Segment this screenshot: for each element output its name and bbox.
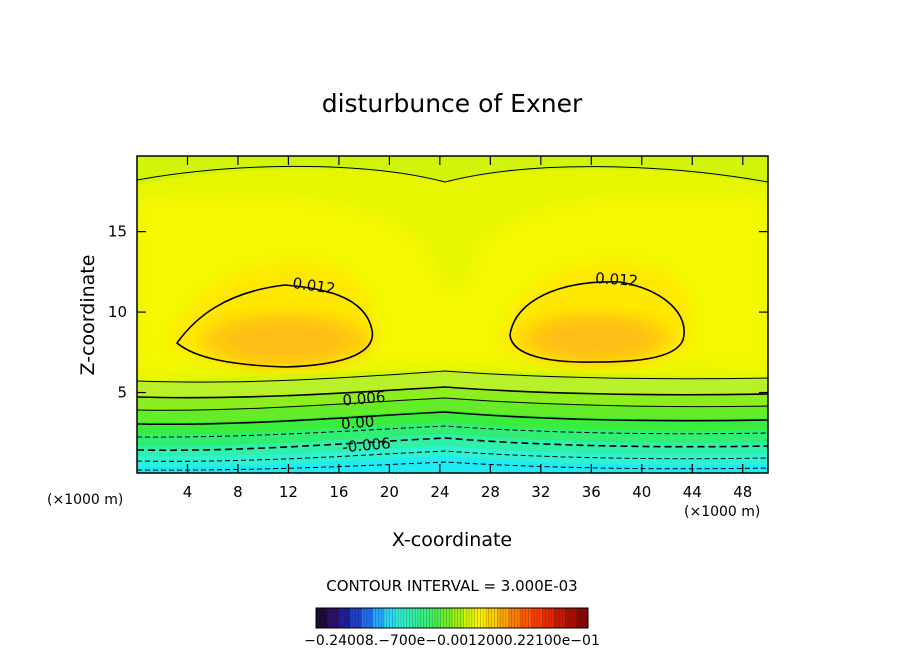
plot-frame: [136, 155, 769, 474]
y-tick-label: 10: [108, 303, 127, 321]
contour-line-0.00: [137, 411, 768, 426]
contour-label: 0.00: [340, 412, 375, 433]
x-tick-label: 44: [683, 483, 702, 501]
x-tick-label: 12: [279, 483, 298, 501]
contour-line-0.012-left: [175, 284, 374, 368]
colorbar-swatch: [542, 608, 555, 628]
contour-label: 0.012: [291, 274, 336, 298]
colorbar-swatch: [418, 608, 430, 628]
y-axis-ticks: 5 10 15: [108, 223, 768, 402]
colorbar-swatch: [350, 608, 362, 628]
contour-fill: [137, 156, 768, 473]
x-tick-label: 40: [632, 483, 651, 501]
contour-line-0.009: [137, 370, 768, 383]
contour-line-neg-0.003: [137, 425, 768, 438]
contour-line-0.012-right: [509, 281, 685, 363]
contour-line-0.006: [137, 386, 768, 399]
x-tick-label: 48: [733, 483, 752, 501]
y-tick-label: 5: [117, 384, 127, 402]
y-axis-title: Z-coordinate: [77, 255, 99, 376]
colorbar-frame: [315, 607, 589, 629]
colorbar-swatch: [452, 608, 464, 628]
colorbar-swatch: [576, 608, 589, 628]
x-tick-label: 8: [233, 483, 243, 501]
x-unit-label: (×1000 m): [684, 504, 760, 520]
x-tick-label: 20: [380, 483, 399, 501]
contour-line-top: [137, 165, 768, 183]
x-tick-label: 36: [582, 483, 601, 501]
colorbar-swatch: [316, 608, 328, 628]
colorbar-swatch: [486, 608, 498, 628]
colorbar: [315, 608, 589, 628]
contour-line-neg-0.006: [137, 437, 768, 452]
contour-line-0.003: [137, 397, 768, 411]
x-tick-label: 28: [481, 483, 500, 501]
contour-line-neg-0.009: [137, 450, 768, 462]
contour-label: 0.006: [342, 388, 386, 410]
colorbar-tick-labels: −0.24008.−700e−0.0012000.22100e−01: [304, 633, 600, 649]
x-tick-label: 16: [329, 483, 348, 501]
x-tick-label: 32: [531, 483, 550, 501]
y-tick-label: 15: [108, 223, 127, 241]
x-axis-ticks: 4 8 12 16 20 24 28 32 36 40 44 48: [183, 156, 752, 501]
contour-label: 0.012: [595, 269, 639, 290]
y-unit-label: (×1000 m): [47, 492, 123, 508]
x-tick-label: 4: [183, 483, 193, 501]
contour-line-neg-0.012: [137, 461, 768, 471]
contour-label: -0.006: [342, 434, 392, 456]
colorbar-swatch: [384, 608, 396, 628]
x-axis-title: X-coordinate: [392, 529, 512, 551]
x-tick-label: 24: [430, 483, 449, 501]
contour-interval-text: CONTOUR INTERVAL = 3.000E-03: [326, 577, 577, 595]
contour-lines: [137, 165, 768, 471]
chart-title: disturbunce of Exner: [322, 89, 583, 118]
